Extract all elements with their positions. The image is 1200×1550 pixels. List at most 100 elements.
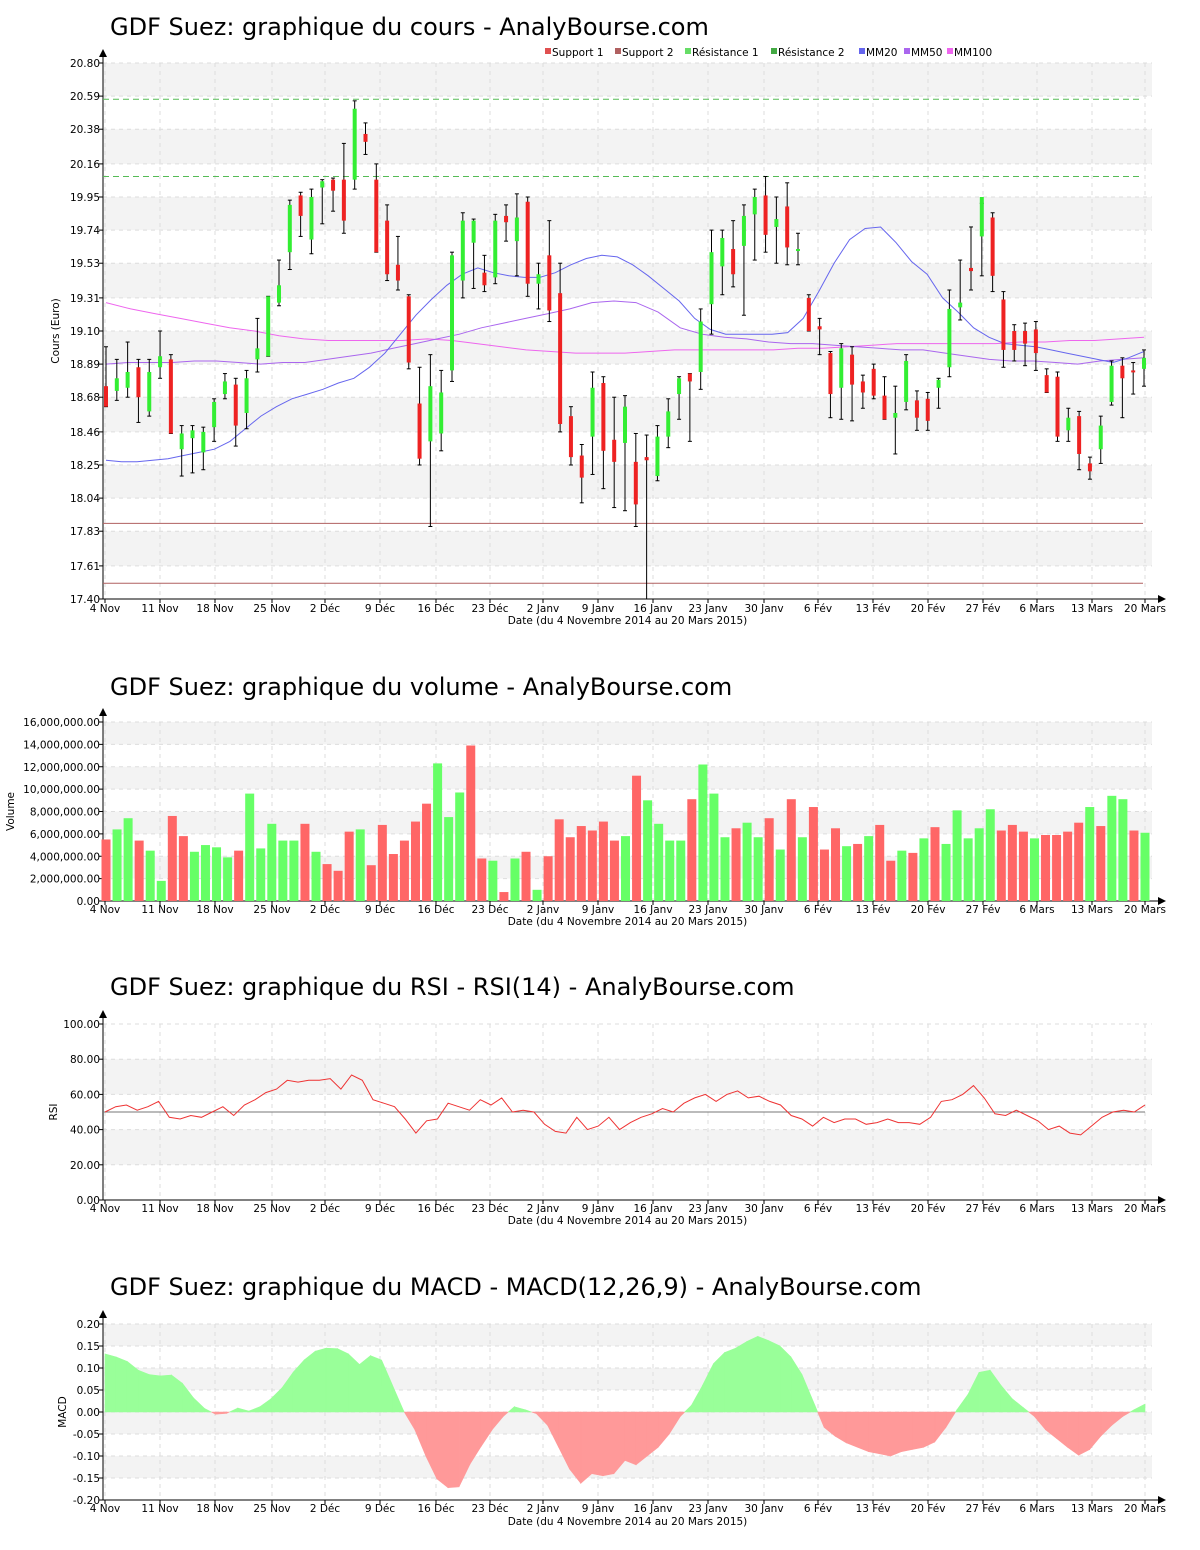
candle-body <box>936 379 941 388</box>
volume-bar <box>853 843 863 901</box>
x-tick-label: 13 Mars <box>1071 904 1113 916</box>
y-tick-label: 10,000,000.00 <box>23 784 100 796</box>
x-tick-label: 16 Janv <box>633 603 672 615</box>
macd-area-segment <box>248 1406 261 1413</box>
background-band <box>103 531 1152 566</box>
y-axis-label: Volume <box>5 792 17 831</box>
background-band <box>103 197 1152 231</box>
volume-bar <box>410 821 420 901</box>
x-tick-label: 6 Fév <box>804 1203 832 1215</box>
x-tick-label: 20 Mars <box>1124 1503 1166 1515</box>
macd-area-segment <box>325 1347 338 1413</box>
candle-body <box>969 267 973 272</box>
macd-area-segment <box>1011 1398 1024 1413</box>
y-tick-label: 20.38 <box>70 124 100 136</box>
candle-body <box>374 179 379 253</box>
candle-body <box>644 457 649 461</box>
macd-area-segment <box>1067 1411 1079 1456</box>
candle-body <box>536 274 541 284</box>
candle-body <box>958 302 963 308</box>
y-tick-label: 14,000,000.00 <box>23 739 100 751</box>
candle-body <box>482 272 487 286</box>
y-tick-label: 19.95 <box>70 192 100 204</box>
macd-area-segment <box>259 1398 272 1413</box>
candle-body <box>839 348 844 388</box>
volume-bar <box>466 745 476 901</box>
macd-area-segment <box>657 1411 670 1449</box>
candle-body <box>979 197 984 237</box>
background-band <box>103 722 1152 745</box>
x-tick-label: 6 Fév <box>804 1503 832 1515</box>
volume-bar <box>322 864 332 901</box>
candle-body <box>104 386 108 407</box>
legend-swatch <box>904 48 910 54</box>
macd-area-segment <box>348 1353 360 1413</box>
macd-area-segment <box>104 1353 117 1413</box>
candle-body <box>1109 365 1114 402</box>
candle-body <box>1120 365 1125 379</box>
x-axis-arrow <box>1158 1196 1166 1204</box>
macd-area-segment <box>834 1411 847 1444</box>
macd-area-segment <box>160 1374 172 1413</box>
y-tick-label: 20.80 <box>70 58 100 70</box>
macd-area-segment <box>525 1409 532 1413</box>
macd-area-segment <box>502 1411 510 1418</box>
volume-bar <box>212 847 222 901</box>
x-tick-label: 23 Janv <box>688 603 727 615</box>
volume-bar <box>831 828 841 901</box>
candle-body <box>860 381 865 393</box>
macd-area-segment <box>292 1359 305 1413</box>
y-axis-arrow <box>99 49 107 57</box>
macd-area-segment <box>868 1411 880 1455</box>
candle-body <box>633 461 638 505</box>
candle-body <box>1023 331 1028 344</box>
volume-bar <box>366 865 376 901</box>
y-tick-label: 8,000,000.00 <box>30 807 100 819</box>
candle-body <box>1012 331 1017 350</box>
y-tick-label: 80.00 <box>70 1054 100 1066</box>
volume-bar <box>842 846 852 901</box>
macd-area-segment <box>1022 1406 1030 1413</box>
x-tick-label: 18 Nov <box>196 603 233 615</box>
legend-label: Résistance 1 <box>692 47 759 59</box>
x-tick-label: 16 Déc <box>417 1503 454 1515</box>
macd-area-segment <box>757 1335 770 1413</box>
candle-body <box>504 215 509 223</box>
volume-bar <box>377 824 387 901</box>
macd-area-segment <box>901 1411 913 1452</box>
macd-area-segment <box>226 1411 230 1414</box>
volume-bar <box>952 810 962 901</box>
candle-body <box>331 179 336 191</box>
background-band <box>103 1129 1152 1165</box>
macd-area-segment <box>115 1356 128 1413</box>
background-band <box>103 1324 1152 1346</box>
candle-body <box>233 384 238 426</box>
background-band <box>103 465 1152 499</box>
y-tick-label: 0.15 <box>77 1341 100 1353</box>
candle-body <box>179 433 184 450</box>
x-tick-label: 9 Janv <box>582 603 614 615</box>
volume-bar <box>178 836 188 901</box>
y-tick-label: 60.00 <box>70 1089 100 1101</box>
y-tick-label: 19.31 <box>70 293 100 305</box>
candle-body <box>817 326 822 330</box>
x-tick-label: 2 Déc <box>310 1203 341 1215</box>
volume-bar <box>289 840 299 901</box>
volume-bar <box>919 838 929 901</box>
candle-body <box>341 179 346 221</box>
candle-body <box>558 293 563 425</box>
y-tick-label: 19.10 <box>70 326 100 338</box>
volume-bar <box>609 840 619 901</box>
candle-body <box>1044 375 1049 393</box>
volume-bar <box>864 836 874 901</box>
y-tick-label: 0.00 <box>77 1407 100 1419</box>
volume-bar <box>598 821 608 901</box>
candle-body <box>741 215 746 246</box>
x-tick-label: 11 Nov <box>141 1503 178 1515</box>
x-tick-label: 27 Fév <box>966 603 1001 615</box>
volume-bar <box>963 838 973 901</box>
macd-area-segment <box>680 1411 686 1418</box>
volume-bar <box>355 829 365 901</box>
candle-body <box>1066 417 1071 431</box>
volume-bar <box>388 854 398 901</box>
